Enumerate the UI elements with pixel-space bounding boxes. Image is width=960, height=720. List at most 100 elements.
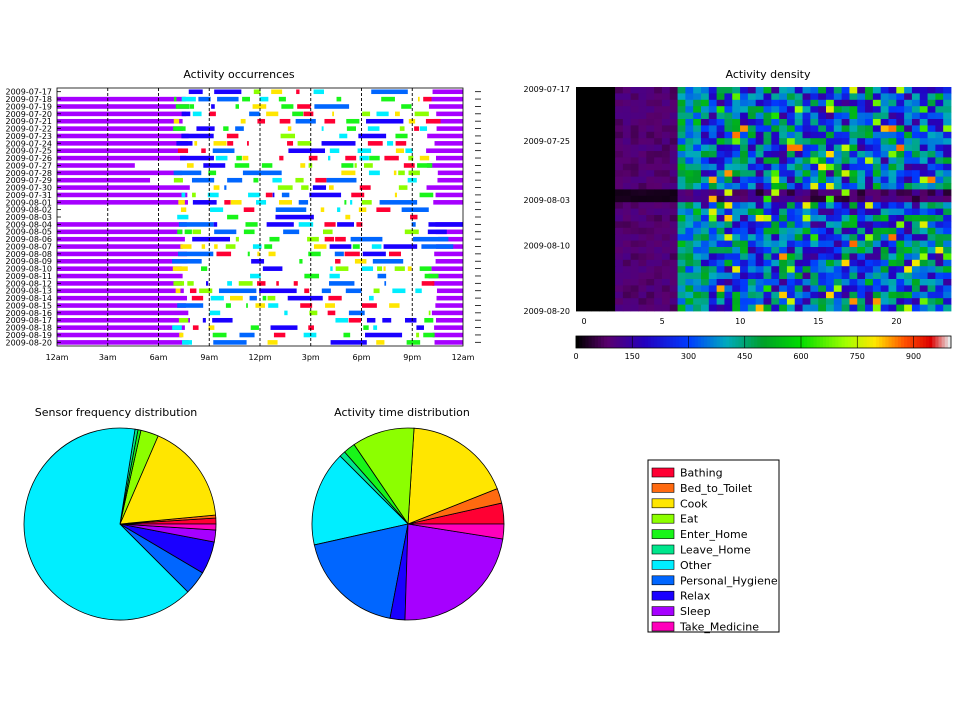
density-cell	[747, 144, 757, 152]
density-cell	[865, 234, 874, 241]
density-cell	[615, 279, 624, 286]
density-cell	[747, 291, 757, 299]
density-cell	[755, 234, 764, 241]
density-cell	[630, 131, 639, 139]
density-cell	[818, 266, 827, 273]
occurrence-bar	[57, 281, 183, 286]
occurrence-bar	[57, 229, 183, 235]
density-cell	[607, 138, 616, 145]
occurrence-bar	[57, 222, 187, 227]
density-cell	[701, 106, 710, 113]
density-cell	[818, 202, 827, 209]
occurrence-bar	[295, 177, 304, 183]
occurrence-bar	[230, 200, 242, 205]
density-cell	[794, 163, 803, 171]
density-cell	[615, 183, 624, 190]
density-cell	[685, 119, 694, 126]
density-cell	[904, 157, 913, 165]
density-cell	[615, 285, 624, 293]
density-cell	[888, 195, 897, 203]
density-cell	[857, 259, 866, 267]
density-cell	[786, 215, 796, 222]
density-cell	[841, 183, 850, 190]
density-cell	[669, 285, 678, 293]
density-cell	[818, 112, 827, 120]
density-cell	[755, 87, 764, 94]
density-cell	[794, 208, 803, 216]
density-cell	[841, 215, 850, 222]
density-cell	[724, 176, 733, 184]
density-cell	[833, 183, 843, 190]
density-cell	[646, 99, 655, 107]
density-cell	[724, 259, 733, 267]
density-cell	[833, 291, 843, 299]
colorbar-segment	[779, 336, 783, 348]
occurrence-bar	[245, 222, 258, 227]
density-cell	[802, 304, 811, 312]
density-cell	[763, 183, 772, 190]
density-cell	[638, 279, 647, 286]
occurrence-time-label: 12am	[46, 353, 69, 362]
occurrence-bar	[251, 259, 265, 264]
occurrence-bar	[192, 192, 196, 198]
occurrence-bar	[261, 163, 273, 168]
density-cell	[661, 202, 671, 209]
density-cell	[622, 176, 632, 184]
density-cell	[849, 202, 858, 209]
density-cell	[708, 247, 718, 254]
density-cell	[701, 99, 710, 107]
density-cell	[810, 221, 819, 229]
occurrence-bar	[287, 141, 294, 146]
occurrence-bar	[433, 118, 463, 124]
density-cell	[771, 157, 780, 165]
density-cell	[669, 234, 678, 241]
density-cell	[927, 291, 936, 299]
occurrence-bar	[388, 251, 401, 257]
density-cell	[857, 87, 866, 94]
density-cell	[826, 157, 835, 165]
occurrence-bar	[414, 126, 420, 131]
density-cell	[943, 195, 952, 203]
density-cell	[826, 272, 835, 280]
density-cell	[911, 99, 921, 107]
density-hour-label: 20	[891, 317, 901, 326]
density-cell	[904, 285, 913, 293]
density-cell	[888, 106, 897, 113]
legend-swatch	[651, 483, 675, 493]
density-cell	[701, 170, 710, 177]
density-cell	[826, 163, 835, 171]
density-cell	[708, 131, 718, 139]
density-cell	[701, 163, 710, 171]
density-cell	[599, 170, 608, 177]
density-cell	[810, 183, 819, 190]
colorbar-segment	[607, 336, 611, 348]
density-cell	[747, 247, 757, 254]
occurrence-bar	[249, 111, 260, 117]
density-cell	[724, 87, 733, 94]
density-cell	[927, 125, 936, 133]
density-cell	[615, 215, 624, 222]
density-cell	[615, 195, 624, 203]
density-cell	[849, 151, 858, 158]
density-cell	[911, 189, 921, 197]
colorbar-segment	[866, 336, 871, 348]
density-cell	[927, 119, 936, 126]
density-cell	[763, 189, 772, 197]
density-cell	[786, 170, 796, 177]
density-cell	[630, 93, 639, 101]
density-cell	[888, 189, 897, 197]
density-cell	[599, 272, 608, 280]
density-cell	[708, 234, 718, 241]
density-cell	[661, 298, 671, 305]
density-cell	[654, 157, 663, 165]
density-cell	[607, 215, 616, 222]
occurrence-bar	[57, 133, 189, 139]
density-cell	[732, 106, 741, 113]
density-cell	[763, 106, 772, 113]
density-cell	[622, 151, 632, 158]
density-cell	[740, 170, 749, 177]
density-cell	[630, 151, 639, 158]
density-cell	[935, 176, 944, 184]
density-cell	[935, 157, 944, 165]
density-cell	[732, 183, 741, 190]
